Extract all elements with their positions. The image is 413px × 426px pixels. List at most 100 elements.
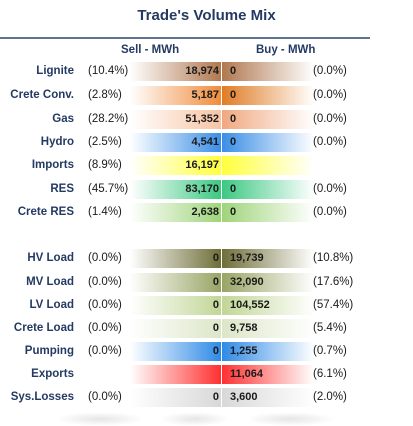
table-row-lv-load: LV Load (0.0%) 0 104,552 (57.4%) — [0, 296, 413, 315]
row-label: Imports — [31, 159, 74, 171]
sell-percent: (0.0%) — [88, 391, 122, 403]
sell-percent: (8.9%) — [88, 159, 122, 171]
sell-percent: (10.4%) — [88, 65, 129, 77]
buy-value-cell: 19,739 — [222, 249, 314, 268]
table-row-crete-conv: Crete Conv. (2.8%) 5,187 0 (0.0%) — [0, 86, 413, 105]
table-row-exports: Exports 11,064 (6.1%) — [0, 365, 413, 384]
cell-divider — [221, 388, 222, 407]
sell-value-cell: 0 — [130, 342, 221, 361]
buy-value-cell: 0 — [222, 62, 314, 81]
buy-value-cell: 0 — [222, 86, 314, 105]
sell-percent: (0.0%) — [88, 345, 122, 357]
table-shadow-left — [55, 412, 145, 426]
chart-title: Trade's Volume Mix — [137, 7, 276, 24]
table-row-sys-losses: Sys.Losses (0.0%) 0 3,600 (2.0%) — [0, 388, 413, 407]
row-label: LV Load — [29, 299, 74, 311]
buy-percent: (0.0%) — [313, 183, 347, 195]
buy-value-cell: 1,255 — [222, 342, 314, 361]
cell-divider — [221, 365, 222, 384]
sell-value-cell: 0 — [130, 388, 221, 407]
table-row-gas: Gas (28.2%) 51,352 0 (0.0%) — [0, 110, 413, 129]
buy-percent: (0.7%) — [313, 345, 347, 357]
sell-column-header: Sell - MWh — [121, 44, 180, 56]
buy-value-cell: 9,758 — [222, 319, 314, 338]
buy-value-cell: 3,600 — [222, 388, 314, 407]
sell-value-cell: 83,170 — [130, 180, 221, 199]
buy-percent: (0.0%) — [313, 206, 347, 218]
buy-percent: (0.0%) — [313, 136, 347, 148]
cell-divider — [221, 273, 222, 292]
buy-percent: (6.1%) — [313, 368, 347, 380]
buy-percent: (10.8%) — [313, 252, 354, 264]
cell-divider — [221, 319, 222, 338]
cell-divider — [221, 156, 222, 175]
sell-percent: (0.0%) — [88, 322, 122, 334]
buy-percent: (0.0%) — [313, 89, 347, 101]
cell-divider — [221, 86, 222, 105]
sell-percent: (1.4%) — [88, 206, 122, 218]
sell-percent: (45.7%) — [88, 183, 129, 195]
buy-percent: (0.0%) — [313, 65, 347, 77]
row-label: MV Load — [26, 276, 74, 288]
sell-percent: (0.0%) — [88, 252, 122, 264]
row-label: Hydro — [40, 136, 74, 148]
cell-divider — [221, 203, 222, 222]
sell-percent: (2.8%) — [88, 89, 122, 101]
row-label: Sys.Losses — [10, 391, 74, 403]
sell-value-cell: 5,187 — [130, 86, 221, 105]
buy-value-cell: 0 — [222, 180, 314, 199]
table-row-hydro: Hydro (2.5%) 4,541 0 (0.0%) — [0, 133, 413, 152]
sell-value-cell: 0 — [130, 319, 221, 338]
buy-value-cell: 104,552 — [222, 296, 314, 315]
table-shadow-right — [245, 412, 335, 426]
table-row-res: RES (45.7%) 83,170 0 (0.0%) — [0, 180, 413, 199]
sell-value-cell: 16,197 — [130, 156, 221, 175]
buy-value-cell — [222, 156, 314, 175]
row-label: Gas — [52, 113, 74, 125]
table-row-crete-res: Crete RES (1.4%) 2,638 0 (0.0%) — [0, 203, 413, 222]
table-shadow-mid — [160, 412, 230, 426]
sell-value-cell: 18,974 — [130, 62, 221, 81]
row-label: RES — [50, 183, 74, 195]
title-rule — [0, 37, 370, 39]
sell-value-cell: 0 — [130, 249, 221, 268]
row-label: HV Load — [27, 252, 74, 264]
row-label: Exports — [31, 368, 74, 380]
buy-value-cell: 11,064 — [222, 365, 314, 384]
buy-percent: (57.4%) — [313, 299, 354, 311]
buy-column-header: Buy - MWh — [256, 44, 316, 56]
sell-value-cell: 4,541 — [130, 133, 221, 152]
row-label: Crete Conv. — [10, 89, 74, 101]
table-row-imports: Imports (8.9%) 16,197 — [0, 156, 413, 175]
buy-value-cell: 0 — [222, 110, 314, 129]
row-label: Pumping — [24, 345, 74, 357]
cell-divider — [221, 133, 222, 152]
sell-percent: (0.0%) — [88, 276, 122, 288]
row-label: Crete Load — [13, 322, 74, 334]
cell-divider — [221, 342, 222, 361]
row-label: Crete RES — [17, 206, 74, 218]
cell-divider — [221, 296, 222, 315]
sell-percent: (28.2%) — [88, 113, 129, 125]
cell-divider — [221, 62, 222, 81]
sell-value-cell: 51,352 — [130, 110, 221, 129]
cell-divider — [221, 110, 222, 129]
sell-value-cell — [130, 365, 221, 384]
row-label: Lignite — [36, 65, 74, 77]
sell-value-cell: 0 — [130, 273, 221, 292]
sell-percent: (0.0%) — [88, 299, 122, 311]
table-row-pumping: Pumping (0.0%) 0 1,255 (0.7%) — [0, 342, 413, 361]
buy-percent: (17.6%) — [313, 276, 354, 288]
table-row-mv-load: MV Load (0.0%) 0 32,090 (17.6%) — [0, 273, 413, 292]
buy-value-cell: 32,090 — [222, 273, 314, 292]
buy-percent: (5.4%) — [313, 322, 347, 334]
cell-divider — [221, 180, 222, 199]
buy-value-cell: 0 — [222, 133, 314, 152]
buy-value-cell: 0 — [222, 203, 314, 222]
buy-percent: (0.0%) — [313, 113, 347, 125]
cell-divider — [221, 249, 222, 268]
sell-value-cell: 0 — [130, 296, 221, 315]
table-row-crete-load: Crete Load (0.0%) 0 9,758 (5.4%) — [0, 319, 413, 338]
table-row-hv-load: HV Load (0.0%) 0 19,739 (10.8%) — [0, 249, 413, 268]
sell-value-cell: 2,638 — [130, 203, 221, 222]
